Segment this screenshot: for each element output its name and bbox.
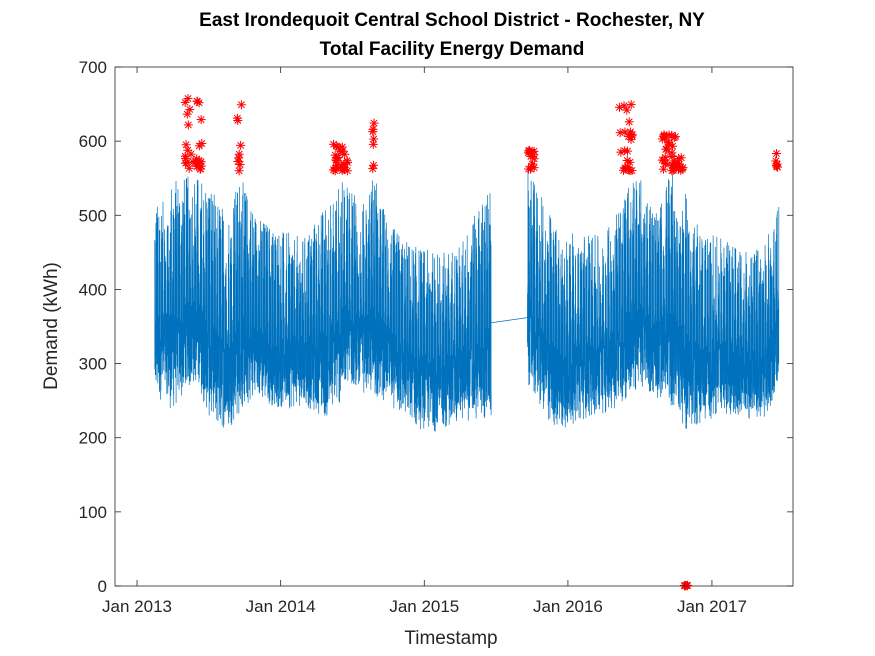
y-tick-label: 300 [79,355,107,374]
x-tick-label: Jan 2016 [533,597,603,616]
outlier-marker [186,149,196,159]
x-tick-label: Jan 2015 [389,597,459,616]
outlier-marker [662,144,672,154]
outlier-marker [181,140,191,150]
outlier-marker [625,129,635,139]
outlier-marker [196,115,206,125]
outlier-marker [369,160,379,170]
x-tick-label: Jan 2017 [677,597,747,616]
outlier-marker [332,141,342,151]
y-tick-label: 600 [79,132,107,151]
outlier-marker [668,141,678,151]
outlier-marker [368,124,378,134]
outlier-marker [660,152,670,162]
outlier-marker [771,148,781,158]
demand-series-line [527,172,780,430]
outlier-marker [193,160,203,170]
outlier-marker [664,130,674,140]
outlier-marker [526,164,536,174]
x-tick-label: Jan 2014 [246,597,316,616]
y-tick-label: 200 [79,429,107,448]
y-tick-label: 400 [79,280,107,299]
x-axis: Jan 2013 Jan 2014 Jan 2015 Jan 2016 Jan 2017 [102,67,747,616]
outlier-marker [626,100,636,110]
outlier-marker [369,134,379,144]
x-tick-label: Jan 2013 [102,597,172,616]
outlier-marker [333,153,343,163]
axes-box [114,66,794,587]
outlier-marker [236,140,246,150]
outlier-marker [663,138,673,148]
outlier-marker [368,139,378,149]
outlier-marker [369,118,379,128]
outlier-marker [181,158,191,168]
outlier-marker [234,166,244,176]
outlier-marker [529,163,539,173]
chart-title: East Irondequoit Central School District… [199,10,705,31]
y-axis-label: Demand (kWh) [41,262,62,390]
outlier-marker [667,151,677,161]
outlier-marker [232,113,242,123]
y-tick-label: 100 [79,503,107,522]
outlier-marker [234,149,244,159]
outlier-marker [183,94,193,104]
outlier-marker [523,148,533,158]
plot-area [154,94,782,591]
outlier-marker [185,104,195,114]
outlier-marker [529,154,539,164]
outlier-marker [233,156,243,166]
outlier-marker [182,109,192,119]
outlier-marker [615,128,625,138]
outlier-marker [624,117,634,127]
chart-subtitle: Total Facility Energy Demand [320,39,585,60]
outlier-marker [676,153,686,163]
outlier-marker [626,135,636,145]
outlier-marker [622,105,632,115]
y-axis: 0 100 200 300 400 500 600 700 [79,58,793,596]
demand-gap-line [491,317,528,324]
outlier-marker [683,580,693,590]
outlier-marker [772,159,782,169]
outlier-marker [236,100,246,110]
demand-series-line [154,176,492,432]
outlier-marker [674,159,684,169]
y-tick-label: 700 [79,58,107,77]
outlier-marker [658,164,668,174]
outlier-marker [188,157,198,167]
outlier-marker [197,138,207,148]
outlier-marker [183,120,193,130]
y-tick-label: 0 [98,577,107,596]
y-tick-label: 500 [79,206,107,225]
outlier-marker [342,158,352,168]
x-axis-label: Timestamp [404,628,497,649]
outlier-marker [772,160,782,170]
outlier-marker [676,165,686,175]
outlier-marker [616,147,626,157]
outlier-marker [623,162,633,172]
outlier-marker [329,165,339,175]
outlier-marker [623,146,633,156]
outlier-marker [192,96,202,106]
outlier-marker [619,101,629,111]
outlier-marker [661,158,671,168]
outlier-marker [342,166,352,176]
